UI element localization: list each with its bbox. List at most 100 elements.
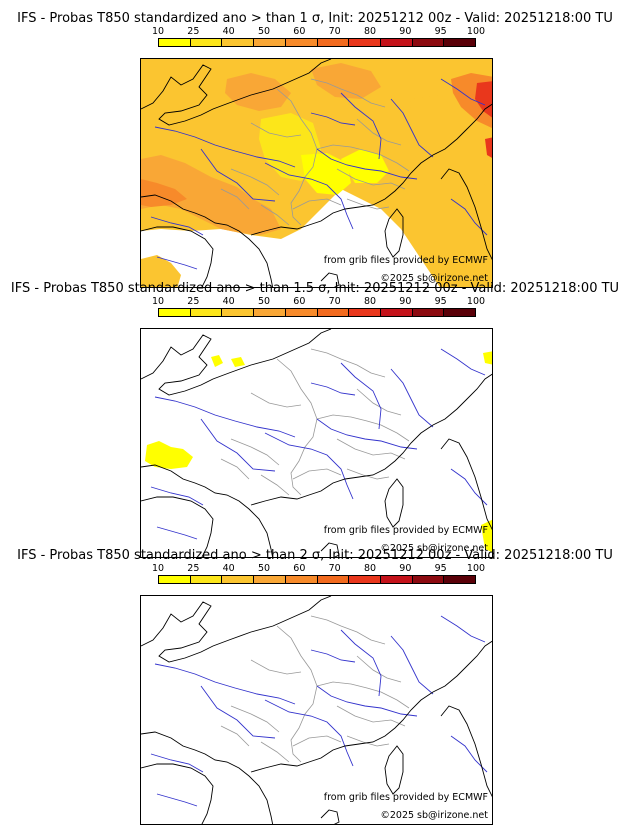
anomaly-probability-area <box>341 149 389 183</box>
panel-title: IFS - Probas T850 standardized ano > tha… <box>17 548 613 563</box>
colorbar-tick-label: 95 <box>434 26 447 37</box>
colorbar-swatch <box>317 39 350 46</box>
colorbar-swatch <box>285 309 318 316</box>
colorbar-tick-label: 80 <box>363 563 377 574</box>
colorbar-swatch <box>444 39 476 46</box>
colorbar-tick-label: 50 <box>257 563 271 574</box>
colorbar-tick-label: 80 <box>363 26 377 37</box>
anomaly-probability-area <box>211 355 223 367</box>
colorbar-swatch <box>412 39 445 46</box>
colorbar-tick-label: 95 <box>434 563 447 574</box>
colorbar-tick-label: 90 <box>399 563 412 574</box>
colorbar-swatch <box>349 576 381 583</box>
corsica-coastline <box>384 478 404 528</box>
colorbar-swatch <box>254 309 286 316</box>
coastline <box>141 329 492 557</box>
colorbar-swatch <box>159 39 191 46</box>
colorbar-swatch <box>412 576 445 583</box>
colorbar-swatch <box>190 576 223 583</box>
coastline <box>141 59 492 287</box>
colorbar-swatch <box>190 309 223 316</box>
source-credit: from grib files provided by ECMWF <box>323 792 488 803</box>
colorbar-tick-label: 100 <box>466 296 486 307</box>
anomaly-probability-area <box>145 441 193 469</box>
colorbar-tick-label: 70 <box>328 296 341 307</box>
colorbar-swatch <box>380 576 413 583</box>
admin-borders <box>220 615 410 763</box>
map-canvas <box>141 596 492 824</box>
colorbar-swatch <box>380 309 413 316</box>
copyright-credit: ©2025 sb@irizone.net <box>380 543 488 554</box>
anomaly-probability-area <box>485 137 492 158</box>
colorbar-tick-label: 50 <box>257 296 271 307</box>
colorbar-swatch <box>254 576 286 583</box>
source-credit: from grib files provided by ECMWF <box>323 525 488 536</box>
colorbar-tick-label: 25 <box>187 296 200 307</box>
anomaly-probability-area <box>481 519 492 553</box>
map: from grib files provided by ECMWF ©2025 … <box>140 328 493 558</box>
colorbar-swatch <box>285 576 318 583</box>
colorbar-tick-label: 60 <box>293 26 306 37</box>
colorbar-tick-label: 10 <box>151 296 165 307</box>
map: from grib files provided by ECMWF ©2025 … <box>140 595 493 825</box>
anomaly-probability-area <box>475 81 492 118</box>
colorbar-swatch <box>222 39 255 46</box>
colorbar-swatch <box>349 39 381 46</box>
colorbar-swatch <box>317 576 350 583</box>
map-canvas <box>141 59 492 287</box>
anomaly-probability-area <box>141 179 187 207</box>
map-canvas <box>141 329 492 557</box>
colorbar-tick-label: 10 <box>151 563 165 574</box>
admin-borders <box>220 348 410 496</box>
colorbar-tick-label: 40 <box>222 26 235 37</box>
colorbar-swatch <box>159 576 191 583</box>
colorbar-tick-label: 70 <box>328 563 341 574</box>
colorbar-tick-label: 90 <box>399 296 412 307</box>
colorbar-swatch <box>222 576 255 583</box>
rivers <box>150 348 488 540</box>
copyright-credit: ©2025 sb@irizone.net <box>380 810 488 821</box>
colorbar-tick-label: 100 <box>466 563 486 574</box>
colorbar-swatch <box>317 309 350 316</box>
coastline <box>141 596 492 824</box>
colorbar-tick-label: 40 <box>222 296 235 307</box>
colorbar-tick-label: 70 <box>328 26 341 37</box>
colorbar-swatch <box>254 39 286 46</box>
anomaly-probability-area <box>141 255 181 287</box>
panel-title: IFS - Probas T850 standardized ano > tha… <box>17 11 613 26</box>
colorbar-swatch <box>222 309 255 316</box>
colorbar-tick-label: 100 <box>466 26 486 37</box>
colorbar-tick-label: 95 <box>434 296 447 307</box>
anomaly-probability-area <box>231 357 245 367</box>
colorbar-tick-label: 90 <box>399 26 412 37</box>
colorbar-labels: 10 25 40 50 60 70 80 90 95 100 <box>152 296 485 308</box>
anomaly-probability-area <box>483 351 492 365</box>
colorbar-swatch <box>349 309 381 316</box>
colorbar-swatch <box>444 309 476 316</box>
colorbar-tick-label: 60 <box>293 296 306 307</box>
colorbar-swatch <box>412 309 445 316</box>
colorbar-tick-label: 25 <box>187 26 200 37</box>
colorbar-tick-label: 80 <box>363 296 377 307</box>
panel-1: IFS - Probas T850 standardized ano > tha… <box>0 11 630 288</box>
panel-title: IFS - Probas T850 standardized ano > tha… <box>10 281 620 296</box>
colorbar-tick-label: 50 <box>257 26 271 37</box>
colorbar-labels: 10 25 40 50 60 70 80 90 95 100 <box>152 26 485 38</box>
panel-3: IFS - Probas T850 standardized ano > tha… <box>0 548 630 825</box>
colorbar <box>158 308 476 317</box>
map: from grib files provided by ECMWF ©2025 … <box>140 58 493 288</box>
colorbar-swatch <box>444 576 476 583</box>
colorbar-swatch <box>159 309 191 316</box>
corsica-coastline <box>384 208 404 258</box>
corsica-coastline <box>384 745 404 795</box>
anomaly-probability-area <box>225 73 291 111</box>
colorbar-swatch <box>285 39 318 46</box>
colorbar-tick-label: 25 <box>187 563 200 574</box>
colorbar-tick-label: 40 <box>222 563 235 574</box>
source-credit: from grib files provided by ECMWF <box>323 255 488 266</box>
anomaly-probability-area <box>311 63 381 99</box>
colorbar <box>158 38 476 47</box>
colorbar-swatch <box>190 39 223 46</box>
rivers <box>150 78 488 270</box>
copyright-credit: ©2025 sb@irizone.net <box>380 273 488 284</box>
